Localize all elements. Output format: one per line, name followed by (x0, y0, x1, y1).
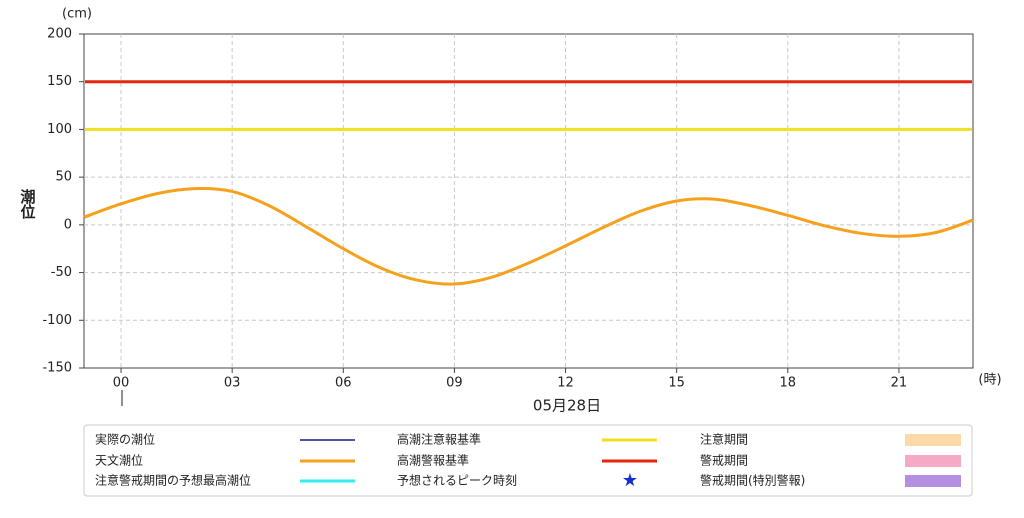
legend-label: 注意期間 (700, 432, 748, 447)
x-tick-label: 18 (780, 376, 797, 391)
y-tick-label: 100 (47, 122, 72, 137)
x-tick-label: 06 (335, 376, 352, 391)
legend-label: 高潮警報基準 (397, 453, 469, 468)
legend-label: 予想されるピーク時刻 (397, 473, 517, 488)
plot-frame (83, 33, 974, 369)
x-tick-label: 12 (557, 376, 574, 391)
legend-label: 注意警戒期間の予想最高潮位 (95, 473, 251, 488)
legend-swatch (905, 455, 961, 467)
y-tick-label: 150 (47, 74, 72, 89)
legend-swatch (905, 434, 961, 446)
y-label: 潮位 (19, 188, 37, 219)
legend-swatch (905, 475, 961, 487)
legend-label: 警戒期間 (700, 453, 748, 468)
date-label: 05月28日 (533, 397, 601, 415)
legend-label: 実際の潮位 (95, 432, 155, 447)
legend-label: 高潮注意報基準 (397, 432, 481, 447)
x-tick-label: 21 (891, 376, 908, 391)
legend-label: 警戒期間(特別警報) (700, 473, 805, 488)
y-tick-label: 50 (55, 170, 72, 185)
tide-line (83, 187, 974, 286)
x-tick-label: 09 (446, 376, 463, 391)
y-unit: (cm) (62, 7, 92, 22)
y-tick-label: -150 (42, 361, 72, 376)
y-tick-label: -100 (42, 313, 72, 328)
legend-star: ★ (622, 470, 638, 491)
legend-label: 天文潮位 (95, 453, 143, 468)
x-unit: (時) (978, 373, 1001, 388)
legend-box (83, 424, 973, 497)
y-tick-label: -50 (51, 265, 72, 280)
x-tick-label: 00 (113, 376, 130, 391)
x-tick-label: 03 (224, 376, 241, 391)
y-tick-label: 200 (47, 27, 72, 42)
y-tick-label: 0 (64, 217, 72, 232)
x-tick-label: 15 (668, 376, 685, 391)
